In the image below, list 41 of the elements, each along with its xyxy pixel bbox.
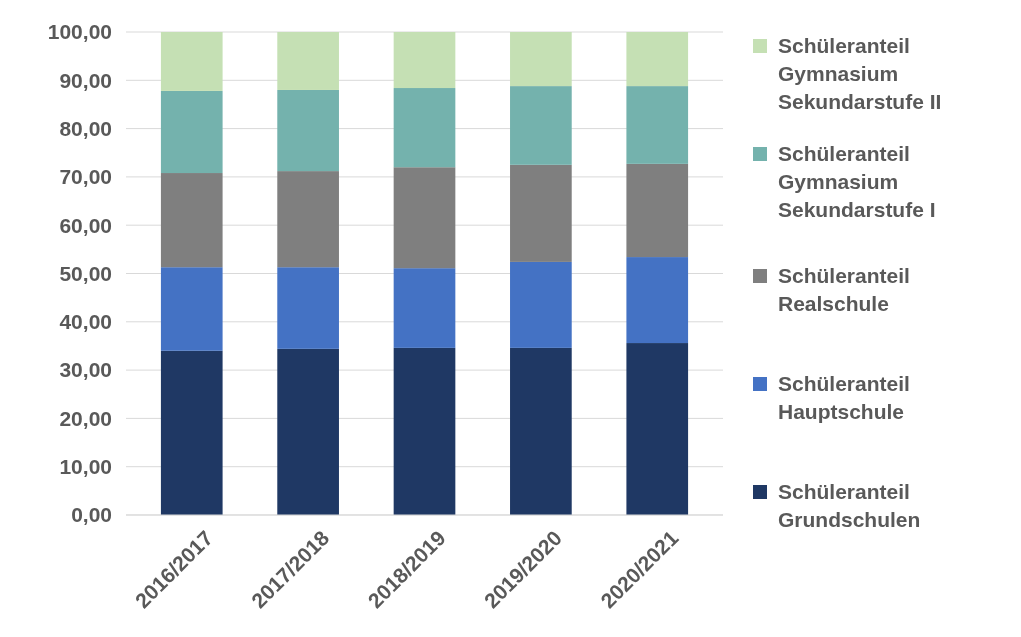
legend-label: Schüleranteil Gymnasium Sekundarstufe II (778, 34, 942, 114)
bar (277, 171, 339, 268)
bar (510, 347, 572, 515)
y-tick-label: 100,00 (47, 20, 112, 44)
y-tick-label: 70,00 (59, 165, 112, 189)
bar (510, 164, 572, 262)
bar (510, 86, 572, 165)
y-tick-label: 90,00 (59, 68, 112, 92)
legend-label: Schüleranteil Gymnasium Sekundarstufe I (778, 142, 936, 222)
bar (626, 163, 689, 258)
legend-label: Schüleranteil Grundschulen (778, 480, 921, 532)
bar (277, 89, 339, 172)
legend-label: Schüleranteil Realschule (778, 264, 910, 316)
bar (160, 32, 223, 91)
bar (277, 348, 339, 515)
y-tick-label: 80,00 (59, 116, 112, 140)
bar (626, 343, 689, 515)
bar (393, 268, 456, 348)
bar (160, 267, 223, 351)
bar (277, 267, 339, 349)
bar (160, 90, 223, 174)
bar (626, 86, 689, 164)
y-tick-label: 60,00 (59, 213, 112, 237)
bar (626, 257, 689, 344)
bar (160, 350, 223, 515)
bar (393, 347, 456, 515)
y-tick-label: 0,00 (71, 503, 112, 527)
bar (160, 173, 223, 268)
y-tick-label: 30,00 (59, 358, 112, 382)
bar (393, 167, 456, 269)
bar (626, 32, 689, 87)
bar (510, 32, 572, 87)
bar (277, 32, 339, 90)
bar (510, 261, 572, 348)
legend-label: Schüleranteil Hauptschule (778, 372, 910, 424)
y-tick-label: 50,00 (59, 261, 112, 285)
y-tick-label: 40,00 (59, 310, 112, 334)
bar (393, 88, 456, 168)
y-tick-label: 20,00 (59, 406, 112, 430)
y-tick-label: 10,00 (59, 455, 112, 479)
bar (393, 32, 456, 89)
